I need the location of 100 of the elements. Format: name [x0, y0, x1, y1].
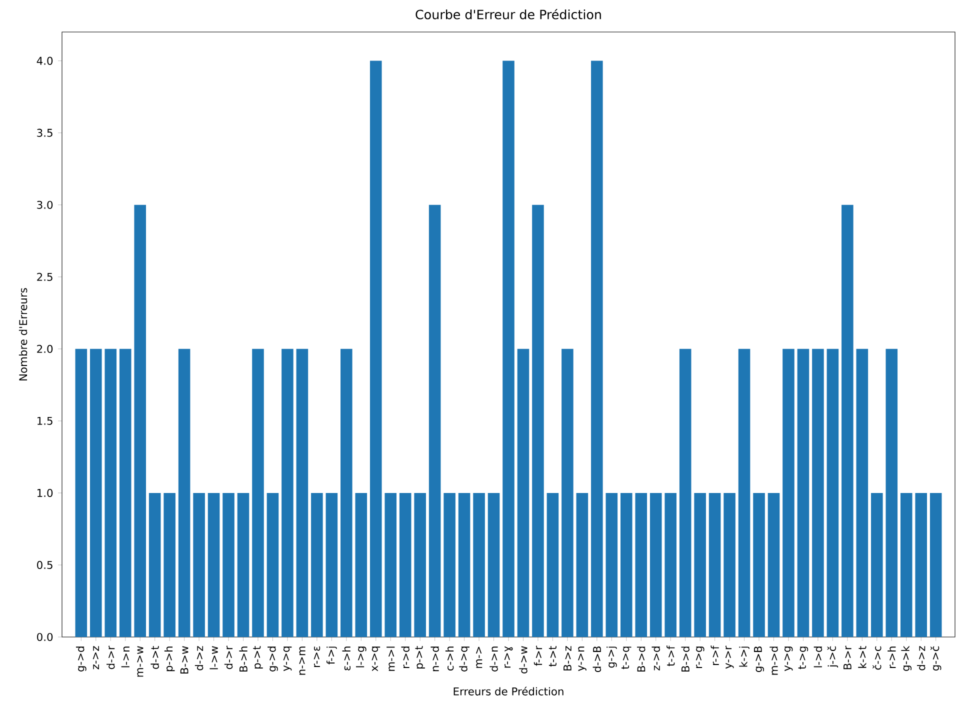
bar	[591, 60, 603, 637]
x-tick-label: g->č	[930, 646, 942, 671]
bar	[768, 492, 780, 637]
x-tick-label: k->t	[858, 646, 866, 668]
x-tick-label: y->r	[725, 646, 734, 669]
x-tick-label: z->z	[92, 646, 99, 670]
x-tick-label: y->q	[283, 646, 292, 672]
x-tick-label: t->t	[548, 646, 556, 667]
x-tick-label: r->f	[710, 646, 719, 665]
bar	[738, 348, 750, 637]
x-tick-label: n->m	[299, 646, 306, 675]
bar	[546, 492, 559, 637]
bar	[90, 348, 102, 637]
bar	[826, 348, 839, 637]
bar	[664, 492, 676, 637]
y-tick-label: 3.0	[37, 200, 53, 209]
bar	[104, 348, 117, 637]
x-tick-label: B->d	[681, 646, 690, 672]
x-tick-label: d->r	[224, 646, 233, 670]
x-tick-label: l->d	[814, 646, 822, 668]
x-tick-label: r->h	[888, 646, 896, 668]
x-tick-label: d->q	[459, 646, 470, 672]
x-axis-title: Erreurs de Prédiction	[454, 686, 564, 696]
bar	[694, 492, 706, 637]
bar	[753, 492, 765, 637]
x-tick-label: g->j	[606, 646, 617, 668]
bar	[797, 348, 810, 637]
bar	[282, 348, 294, 637]
bar	[856, 348, 868, 637]
bar	[782, 348, 794, 637]
x-tick-label: g->d	[268, 646, 278, 672]
bar	[414, 492, 426, 637]
bar	[178, 348, 190, 637]
x-tick-label: B->w	[180, 646, 188, 674]
x-tick-label: d->z	[194, 646, 204, 670]
bar	[384, 492, 397, 637]
x-tick-label: m->w	[137, 646, 144, 677]
x-tick-label: d->n	[490, 646, 498, 672]
bar	[708, 492, 721, 637]
bar	[532, 204, 544, 637]
x-tick-label: g->k	[901, 646, 912, 671]
x-tick-label: n->d	[430, 646, 439, 672]
x-tick-label: t->g	[798, 646, 808, 670]
bar	[502, 60, 514, 637]
x-tick-label: m->	[476, 646, 482, 668]
bar	[193, 492, 205, 637]
bar	[252, 348, 264, 637]
bar	[134, 204, 146, 637]
x-tick-label: d->r	[106, 646, 115, 670]
x-tick-label: B->h	[239, 646, 248, 672]
y-tick-label: 2.0	[37, 344, 53, 353]
x-tick-label: m->d	[770, 646, 778, 675]
x-tick-label: t->f	[666, 646, 675, 666]
bar	[635, 492, 648, 637]
x-tick-label: r->ɣ	[504, 646, 513, 668]
x-tick-label: d->B	[592, 646, 602, 672]
y-tick-label: 3.5	[37, 128, 52, 137]
x-tick-label: B->d	[637, 646, 646, 672]
bar	[915, 492, 928, 637]
x-tick-label: d->z	[916, 646, 926, 670]
bar	[164, 492, 176, 637]
x-tick-label: r->d	[401, 646, 410, 668]
y-axis-title: Nombre d'Erreurs	[18, 288, 28, 380]
y-tick-label: 1.0	[37, 488, 53, 497]
bar	[900, 492, 912, 637]
x-tick-label: f->j	[326, 646, 337, 664]
bar	[444, 492, 456, 637]
x-tick-label: l->w	[210, 646, 218, 670]
bar	[75, 348, 88, 637]
x-tick-label: c->h	[445, 646, 454, 671]
bar	[517, 348, 530, 637]
bar	[326, 492, 338, 637]
x-tick-label: d->t	[150, 646, 159, 669]
y-tick-label: 0.0	[37, 632, 53, 642]
bar	[812, 348, 824, 637]
x-tick-label: t->q	[622, 646, 632, 670]
y-tick-label: 0.5	[37, 560, 52, 570]
x-tick-label: m->l	[386, 646, 395, 671]
x-tick-label: r->ɛ	[314, 646, 320, 668]
bar	[488, 492, 500, 637]
bar	[266, 492, 279, 637]
x-tick-label: d->w	[519, 646, 528, 674]
x-tick-label: l->g	[356, 646, 366, 668]
x-tick-label: z->d	[652, 646, 660, 670]
x-tick-label: č->c	[872, 646, 882, 670]
x-tick-label: B->z	[564, 646, 572, 670]
bar	[724, 492, 736, 637]
bar	[340, 348, 352, 637]
chart-title: Courbe d'Erreur de Prédiction	[416, 8, 601, 20]
y-tick-label: 2.5	[37, 272, 52, 281]
x-tick-label: y->g	[784, 646, 793, 672]
x-tick-label: r->g	[696, 646, 704, 668]
bar	[311, 492, 323, 637]
bar	[355, 492, 368, 637]
bar	[576, 492, 588, 637]
x-tick-label: ɛ->h	[342, 646, 351, 670]
bar	[842, 204, 854, 637]
bar	[871, 492, 883, 637]
y-tick-label: 1.5	[37, 416, 52, 425]
bar	[237, 492, 250, 637]
